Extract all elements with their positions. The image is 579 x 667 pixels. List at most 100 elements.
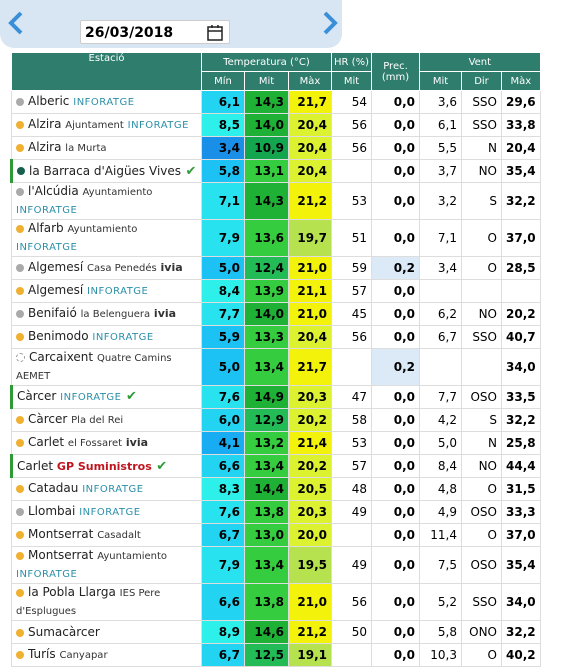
col-header[interactable]: Mit (244, 71, 289, 91)
col-header[interactable]: Màx (288, 71, 332, 91)
temp-max: 21,7 (288, 90, 332, 114)
wind-max: 35,4 (501, 159, 541, 183)
wind-dir: SSO (461, 583, 502, 621)
next-day-button[interactable] (316, 10, 342, 36)
temp-max: 21,7 (288, 348, 332, 386)
station-cell: Montserrat Ayuntamiento INFORATGE (11, 546, 202, 584)
station-cell: Catadau INFORATGE (11, 477, 202, 501)
temp-mean: 10,9 (244, 136, 289, 160)
col-header: Prec. (mm) (371, 52, 420, 91)
humidity-text: 57 (351, 459, 367, 473)
wind-max-text: 32,2 (506, 413, 536, 427)
col-header[interactable]: Màx (501, 71, 541, 91)
status-dot (16, 353, 25, 362)
station-name[interactable]: Catadau (28, 481, 79, 495)
station-cell: Alberic INFORATGE (11, 90, 202, 114)
wind-dir: O (461, 643, 502, 667)
station-name[interactable]: Alfarb (28, 221, 64, 235)
temp-max: 20,4 (288, 113, 332, 137)
status-dot (16, 332, 24, 341)
station-place: Casadalt (97, 530, 141, 541)
station-name[interactable]: Algemesí (28, 283, 84, 297)
humidity-text: 53 (351, 436, 367, 450)
temp-max-text: 19,7 (297, 231, 327, 245)
precipitation-text: 0,0 (393, 413, 415, 427)
station-name[interactable]: Sumacàrcer (28, 625, 100, 639)
station-name[interactable]: Alberic (28, 94, 70, 108)
status-dot (17, 167, 25, 175)
wind-mean: 11,4 (419, 523, 462, 547)
wind-dir-text: N (488, 141, 497, 155)
station-name[interactable]: Alzira (28, 140, 62, 154)
humidity-text: 56 (351, 595, 367, 609)
station-name[interactable]: Carcaixent (29, 350, 94, 364)
temp-max: 20,3 (288, 385, 332, 409)
date-input[interactable]: 26/03/2018 (80, 20, 230, 44)
station-name[interactable]: Benifaió (28, 306, 77, 320)
station-name[interactable]: la Pobla Llarga (28, 585, 116, 599)
wind-max: 37,0 (501, 219, 541, 257)
col-header[interactable]: Mit (331, 71, 372, 91)
station-name[interactable]: Montserrat (28, 527, 94, 541)
station-name[interactable]: la Barraca d'Aigües Vives (29, 163, 182, 178)
wind-max: 44,4 (501, 454, 541, 478)
prev-day-button[interactable] (4, 10, 30, 36)
station-name[interactable]: Càrcer (17, 389, 57, 403)
date-text: 26/03/2018 (85, 25, 174, 41)
wind-dir-text: ONO (469, 625, 497, 639)
temp-max: 19,1 (288, 643, 332, 667)
humidity: 49 (331, 546, 372, 584)
temp-min-text: 4,1 (218, 436, 240, 450)
station-row: Alberic INFORATGE 6,1 14,3 21,7 54 0,0 3,6 SSO 2… (11, 90, 541, 114)
temp-mean: 14,6 (244, 620, 289, 644)
col-header[interactable]: Estació (11, 52, 202, 91)
station-name[interactable]: Montserrat (28, 548, 94, 562)
station-place: el Fossaret (67, 438, 123, 449)
temp-min: 8,4 (201, 279, 245, 303)
wind-mean: 5,0 (419, 431, 462, 455)
wind-max-text: 37,0 (506, 231, 536, 245)
wind-dir-text: O (487, 261, 497, 275)
temp-min-text: 8,5 (218, 118, 240, 132)
precipitation-text: 0,0 (393, 648, 415, 662)
station-name[interactable]: l'Alcúdia (28, 184, 79, 198)
wind-mean-text: 7,7 (437, 390, 457, 404)
humidity: 49 (331, 500, 372, 524)
temp-mean: 13,0 (244, 523, 289, 547)
station-name[interactable]: Càrcer (28, 412, 68, 426)
precipitation-text: 0,0 (393, 330, 415, 344)
temp-max: 21,4 (288, 431, 332, 455)
precipitation: 0,0 (371, 325, 420, 349)
station-row: Càrcer Pla del Rei 6,0 12,9 20,2 58 0,0 4,2 S 32… (11, 408, 541, 432)
temp-mean-text: 14,9 (254, 390, 284, 404)
station-name[interactable]: Benimodo (28, 329, 89, 343)
station-cell: Carcaixent Quatre Camins AEMET (11, 348, 202, 386)
wind-max: 20,4 (501, 136, 541, 160)
temp-mean: 14,3 (244, 90, 289, 114)
precipitation-text: 0,0 (393, 625, 415, 639)
wind-max: 31,5 (501, 477, 541, 501)
station-place: Ajuntament (65, 120, 124, 131)
wind-mean: 3,2 (419, 182, 462, 220)
temp-mean: 12,5 (244, 643, 289, 667)
precipitation-text: 0,0 (393, 459, 415, 473)
station-name[interactable]: Llombai (28, 504, 76, 518)
precipitation-text: 0,0 (393, 141, 415, 155)
station-name[interactable]: Turís (28, 647, 56, 661)
station-name[interactable]: Carlet (17, 458, 54, 473)
precipitation-text: 0,0 (393, 505, 415, 519)
temp-max-text: 20,4 (297, 141, 327, 155)
humidity-text: 56 (351, 141, 367, 155)
wind-max: 40,2 (501, 643, 541, 667)
calendar-icon[interactable] (207, 24, 223, 41)
station-name[interactable]: Carlet (28, 435, 65, 449)
wind-mean-text: 6,1 (437, 118, 457, 132)
station-name[interactable]: Alzira (28, 117, 62, 131)
temp-min-text: 6,0 (218, 413, 240, 427)
col-header[interactable]: Dir (461, 71, 502, 91)
temp-mean: 13,3 (244, 325, 289, 349)
col-header[interactable]: Mit (419, 71, 462, 91)
station-name[interactable]: Algemesí (28, 260, 84, 274)
precipitation: 0,0 (371, 431, 420, 455)
col-header[interactable]: Mín (201, 71, 245, 91)
